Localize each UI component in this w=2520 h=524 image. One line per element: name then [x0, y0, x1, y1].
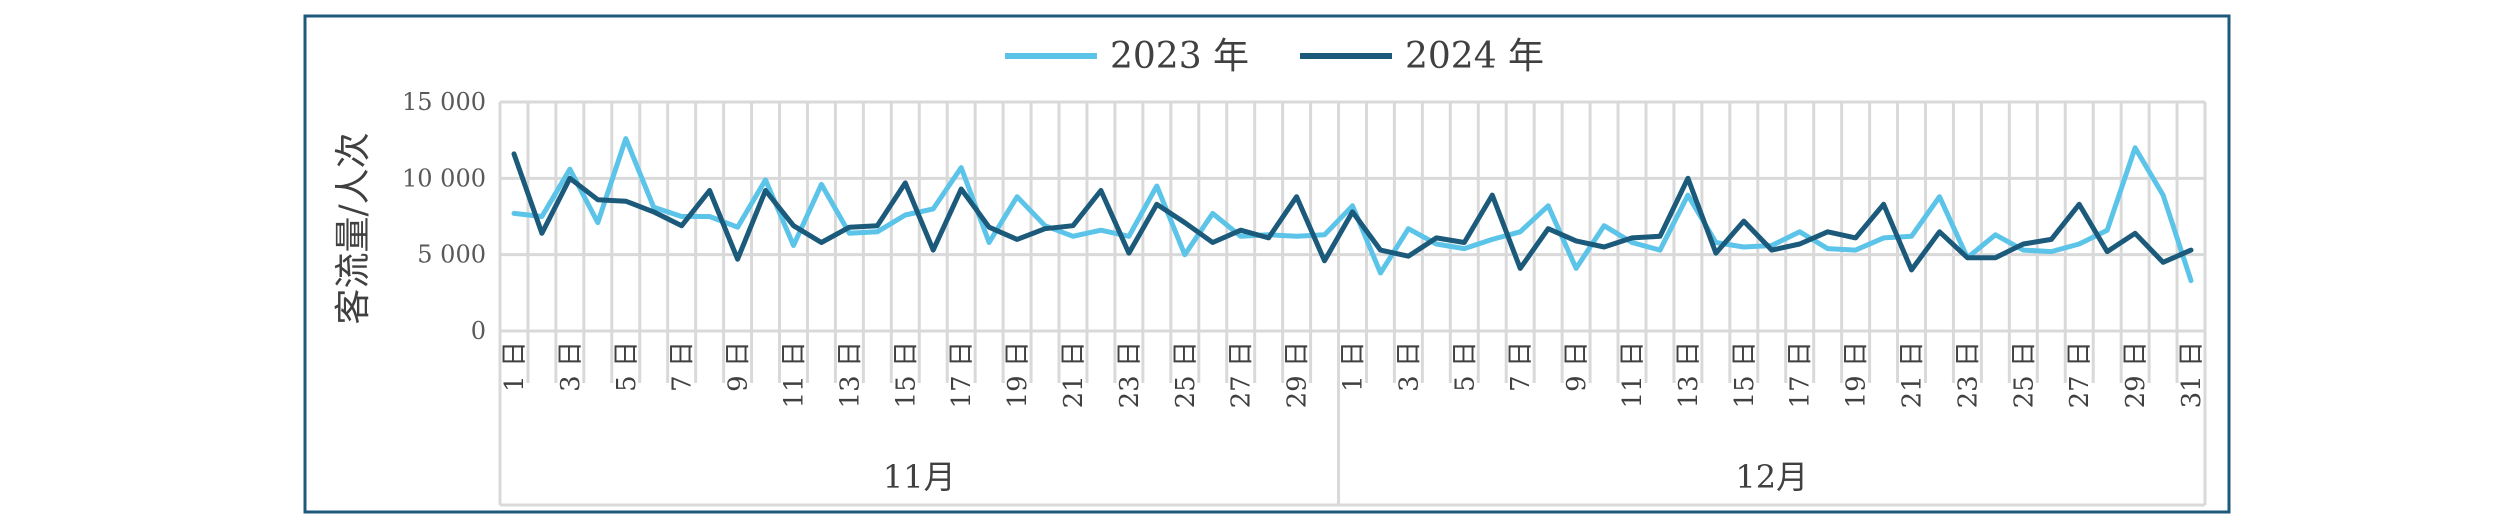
x-tick-label: 29 日 [1283, 341, 1313, 408]
legend-label: 2023 年 [1110, 36, 1249, 77]
x-tick-label: 11 日 [779, 341, 809, 408]
x-tick-label: 13 日 [1674, 341, 1704, 408]
x-tick-label: 19 日 [1842, 341, 1872, 408]
x-tick-label: 13 日 [835, 341, 865, 408]
legend-label: 2024 年 [1405, 36, 1544, 77]
x-tick-label: 1 日 [1339, 341, 1369, 392]
x-tick-label: 25 日 [2009, 341, 2039, 408]
x-tick-label: 17 日 [947, 341, 977, 408]
y-tick-label: 10 000 [402, 164, 486, 192]
axes [498, 329, 2207, 507]
x-tick-label: 15 日 [891, 341, 921, 408]
x-tick-label: 5 日 [612, 341, 642, 392]
x-tick-label: 31 日 [2177, 341, 2207, 408]
x-tick-label: 23 日 [1115, 341, 1145, 408]
x-tick-label: 9 日 [724, 341, 754, 392]
x-tick-label: 7 日 [668, 341, 698, 392]
x-tick-label: 7 日 [1506, 341, 1536, 392]
y-tick-label: 0 [471, 317, 486, 345]
x-tick-label: 21 日 [1059, 341, 1089, 408]
y-axis-title: 客流量/人次 [333, 132, 374, 324]
x-tick-label: 1 日 [500, 341, 530, 392]
y-tick-label: 5 000 [417, 241, 486, 269]
axis-labels: 0 5 000 10 000 15 000 1 日 3 日 5 日 7 日 9 日 11 日 13 … [333, 88, 2207, 496]
x-tick-label: 5 日 [1450, 341, 1480, 392]
series-line-1 [511, 136, 2194, 284]
x-tick-label: 19 日 [1003, 341, 1033, 408]
x-tick-label: 25 日 [1171, 341, 1201, 408]
x-tick-label: 15 日 [1730, 341, 1760, 408]
x-tick-label: 11 日 [1618, 341, 1648, 408]
chart-frame [303, 14, 2231, 514]
group-label: 11月 [883, 458, 956, 496]
group-label: 12月 [1735, 458, 1808, 496]
x-tick-label: 27 日 [1227, 341, 1257, 408]
series-line-2 [511, 151, 2194, 273]
x-tick-label: 3 日 [1394, 341, 1424, 392]
y-tick-label: 15 000 [402, 88, 486, 116]
x-tick-label: 23 日 [1953, 341, 1983, 408]
x-tick-label: 3 日 [556, 341, 586, 392]
x-tick-label: 17 日 [1786, 341, 1816, 408]
x-tick-label: 21 日 [1898, 341, 1928, 408]
x-tick-label: 29 日 [2121, 341, 2151, 408]
x-tick-label: 9 日 [1562, 341, 1592, 392]
series-lines [511, 136, 2194, 284]
x-tick-label: 27 日 [2065, 341, 2095, 408]
legend: 2023 年 2024 年 [1005, 36, 1544, 77]
